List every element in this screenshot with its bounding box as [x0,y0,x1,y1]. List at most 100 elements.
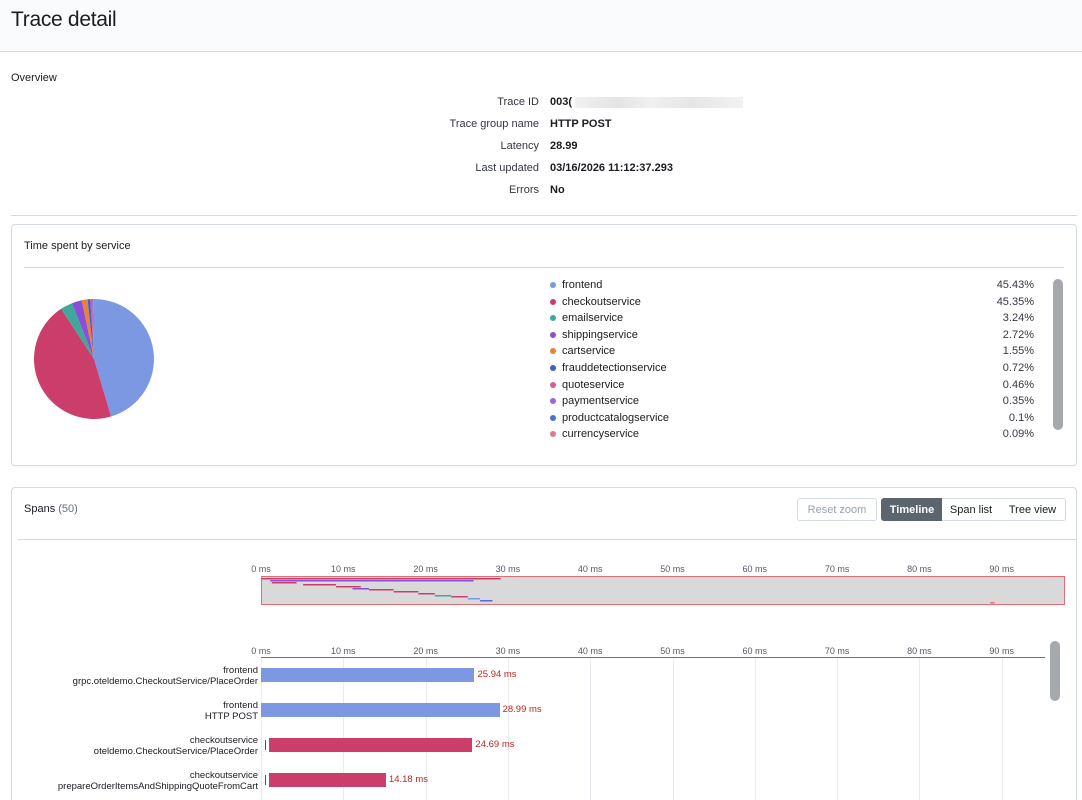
timeline-button[interactable]: Timeline [881,498,943,521]
span-service-name[interactable]: checkoutservice [189,770,258,781]
latency-row: Latency 28.99 [0,140,1082,156]
trace-group-value: HTTP POST [550,118,612,130]
timeline-tick-label: 70 ms [824,646,850,656]
minimap-span-mark [467,598,481,600]
legend-item-shippingservice[interactable]: shippingservice 2.72% [550,329,1034,345]
legend-service-percent: 0.72% [1002,362,1034,374]
span-operation-name[interactable]: grpc.oteldemo.CheckoutService/PlaceOrder [72,676,258,687]
timeline-gridline [261,658,262,800]
span-operation-name[interactable]: HTTP POST [204,711,258,722]
trace-id-value[interactable]: 003( [550,96,573,108]
legend-service-name: checkoutservice [562,295,641,308]
pie-slice-paymentservice[interactable] [91,299,94,359]
minimap-tick-label: 60 ms [742,564,768,574]
last-updated-value: 03/16/2026 11:12:37.293 [550,162,673,174]
span-service-name[interactable]: frontend [223,700,258,711]
legend-service-name: cartservice [562,345,616,358]
overview-divider [11,215,1077,216]
span-operation-name[interactable]: prepareOrderItemsAndShippingQuoteFromCar… [57,781,258,792]
legend-service-percent: 45.35% [996,295,1034,308]
span-start-marker [265,775,266,785]
legend-item-frontend[interactable]: frontend 45.43% [550,279,1034,295]
pie-slice-frontend[interactable] [94,299,155,417]
errors-value: No [550,184,565,196]
span-bar[interactable] [261,668,475,682]
legend-dot [550,315,556,322]
span-operation-name[interactable]: oteldemo.CheckoutService/PlaceOrder [93,746,258,757]
pie-slice-shippingservice[interactable] [71,300,94,359]
legend-service-percent: 0.35% [1002,395,1034,408]
minimap-spans [262,578,995,604]
minimap-span-mark [368,589,394,591]
timeline-gridline [343,658,345,800]
last-updated-label: Last updated [475,162,539,174]
service-pie-chart[interactable] [32,297,156,421]
minimap-span-mark [393,591,419,593]
timeline-minimap[interactable] [261,576,1065,605]
legend-service-name: productcatalogservice [562,411,670,424]
pie-slice-frauddetectionservice[interactable] [87,299,94,359]
spans-divider [18,539,1076,540]
span-bar[interactable] [261,703,500,717]
span-service-name[interactable]: frontend [223,665,258,676]
tree-view-button[interactable]: Tree view [1000,498,1066,521]
legend-item-cartservice[interactable]: cartservice 1.55% [550,345,1034,361]
legend-dot [550,282,556,288]
timeline-gridline [1001,658,1003,800]
timeline-gridline [425,658,427,800]
legend-item-productcatalogservice[interactable]: productcatalogservice 0.1% [550,412,1034,428]
span-bar[interactable] [269,773,386,787]
errors-row: Errors No [0,184,1082,200]
pie-slice-checkoutservice[interactable] [33,308,112,419]
span-list-button[interactable]: Span list [942,498,1001,521]
page-title: Trace detail [11,8,117,31]
minimap-span-mark [271,582,297,584]
legend-dot [550,381,556,388]
legend-dot [550,365,556,371]
timeline-tick-label: 20 ms [413,646,438,656]
legend-scrollbar[interactable] [1053,279,1063,430]
trace-id-label: Trace ID [497,96,539,108]
timeline-tick-label: 10 ms [331,646,356,656]
spans-panel: Spans (50) Reset zoom Timeline Span list… [11,487,1077,800]
time-spent-divider [24,267,1064,268]
page-header: Trace detail [0,0,1082,52]
span-bar[interactable] [269,738,473,752]
legend-service-percent: 2.72% [1002,328,1034,341]
timeline-gridline [672,658,674,800]
legend-item-emailservice[interactable]: emailservice 3.24% [550,312,1034,328]
legend-item-checkoutservice[interactable]: checkoutservice 45.35% [550,296,1034,312]
pie-slice-quoteservice[interactable] [90,299,94,359]
minimap-tick-label: 50 ms [660,564,685,574]
legend-service-percent: 0.1% [1008,411,1034,424]
reset-zoom-button[interactable]: Reset zoom [797,498,877,521]
legend-service-name: frauddetectionservice [562,362,667,374]
legend-item-frauddetectionservice[interactable]: frauddetectionservice 0.72% [550,362,1034,378]
pie-slice-emailservice[interactable] [61,303,94,359]
minimap-span-mark [270,580,474,582]
span-duration-label: 28.99 ms [502,704,542,715]
spans-count: (50) [58,503,78,515]
pie-slice-productcatalogservice[interactable] [93,299,94,359]
latency-label: Latency [500,140,539,152]
spans-title-wrap: Spans (50) [24,503,78,515]
minimap-span-mark [262,578,501,580]
legend-dot [550,331,556,338]
legend-item-paymentservice[interactable]: paymentservice 0.35% [550,395,1034,411]
legend-item-quoteservice[interactable]: quoteservice 0.46% [550,379,1034,395]
legend-item-currencyservice[interactable]: currencyservice 0.09% [550,428,1034,444]
trace-group-row: Trace group name HTTP POST [0,118,1082,134]
trace-id-redaction [575,97,743,108]
span-duration-label: 24.69 ms [475,739,515,750]
trace-group-label: Trace group name [449,118,539,130]
span-service-name[interactable]: checkoutservice [189,735,258,746]
minimap-tick-label: 0 ms [251,564,271,574]
legend-dot [550,298,556,305]
minimap-span-mark [352,588,369,590]
spans-scrollbar[interactable] [1050,641,1060,701]
legend-service-name: frontend [562,279,603,291]
timeline-gridline [507,658,509,800]
timeline-tick-label: 80 ms [907,646,932,656]
pie-slice-cartservice[interactable] [81,299,94,359]
time-spent-panel: Time spent by service frontend 45.43% chec… [11,224,1077,466]
